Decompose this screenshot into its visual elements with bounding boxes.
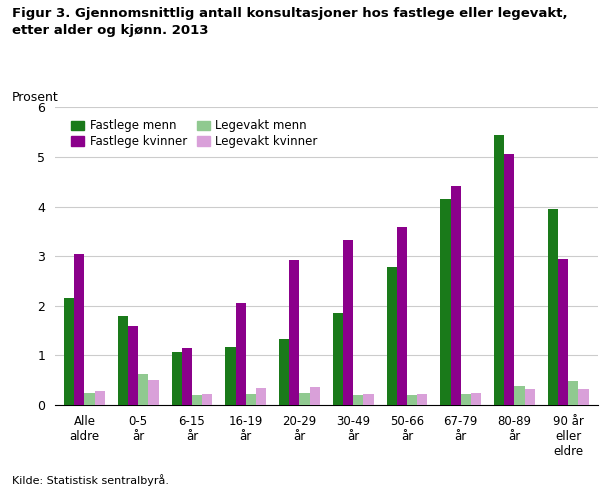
Bar bbox=[138, 374, 148, 405]
Text: Prosent: Prosent bbox=[12, 91, 58, 104]
Bar bbox=[225, 347, 235, 405]
Bar bbox=[471, 393, 481, 405]
Bar bbox=[569, 381, 578, 405]
Bar bbox=[494, 135, 504, 405]
Bar bbox=[353, 395, 364, 405]
Bar bbox=[256, 387, 266, 405]
Bar bbox=[182, 348, 192, 405]
Bar bbox=[300, 393, 310, 405]
Bar bbox=[333, 313, 343, 405]
Bar bbox=[417, 394, 428, 405]
Bar bbox=[279, 339, 289, 405]
Text: Figur 3. Gjennomsnittlig antall konsultasjoner hos fastlege eller legevakt,
ette: Figur 3. Gjennomsnittlig antall konsulta… bbox=[12, 7, 568, 37]
Bar bbox=[128, 325, 138, 405]
Bar bbox=[310, 386, 320, 405]
Bar bbox=[246, 394, 256, 405]
Bar bbox=[171, 352, 182, 405]
Bar bbox=[525, 389, 535, 405]
Bar bbox=[514, 386, 525, 405]
Bar bbox=[64, 298, 74, 405]
Bar bbox=[578, 389, 589, 405]
Bar bbox=[148, 380, 159, 405]
Bar bbox=[396, 227, 407, 405]
Text: Kilde: Statistisk sentralbyrå.: Kilde: Statistisk sentralbyrå. bbox=[12, 474, 169, 486]
Bar bbox=[440, 199, 451, 405]
Bar bbox=[407, 395, 417, 405]
Bar bbox=[235, 304, 246, 405]
Bar bbox=[84, 393, 95, 405]
Bar bbox=[95, 391, 105, 405]
Bar bbox=[387, 267, 396, 405]
Bar bbox=[289, 260, 300, 405]
Bar bbox=[461, 394, 471, 405]
Bar bbox=[364, 394, 374, 405]
Bar bbox=[343, 240, 353, 405]
Legend: Fastlege menn, Fastlege kvinner, Legevakt menn, Legevakt kvinner: Fastlege menn, Fastlege kvinner, Legevak… bbox=[66, 115, 323, 153]
Bar bbox=[504, 155, 514, 405]
Bar bbox=[558, 259, 569, 405]
Bar bbox=[451, 186, 461, 405]
Bar bbox=[74, 254, 84, 405]
Bar bbox=[192, 395, 202, 405]
Bar bbox=[118, 316, 128, 405]
Bar bbox=[202, 394, 212, 405]
Bar bbox=[548, 209, 558, 405]
